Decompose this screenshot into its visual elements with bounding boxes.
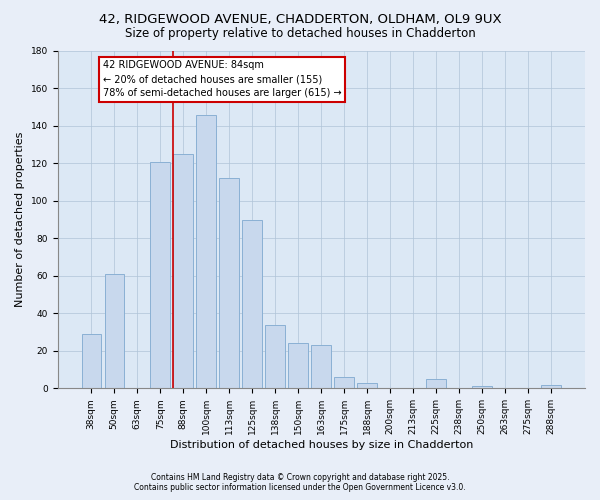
Bar [472,386,492,388]
Bar [541,384,561,388]
Bar [173,154,193,388]
Bar [358,382,377,388]
Bar [427,379,446,388]
Bar [242,220,262,388]
Bar [289,344,308,388]
Bar [104,274,124,388]
Bar [265,324,285,388]
Y-axis label: Number of detached properties: Number of detached properties [15,132,25,308]
Bar [334,377,354,388]
Text: 42, RIDGEWOOD AVENUE, CHADDERTON, OLDHAM, OL9 9UX: 42, RIDGEWOOD AVENUE, CHADDERTON, OLDHAM… [98,12,502,26]
X-axis label: Distribution of detached houses by size in Chadderton: Distribution of detached houses by size … [170,440,473,450]
Text: Contains public sector information licensed under the Open Government Licence v3: Contains public sector information licen… [134,482,466,492]
Bar [220,178,239,388]
Bar [82,334,101,388]
Text: Size of property relative to detached houses in Chadderton: Size of property relative to detached ho… [125,28,475,40]
Bar [311,345,331,389]
Text: 42 RIDGEWOOD AVENUE: 84sqm
← 20% of detached houses are smaller (155)
78% of sem: 42 RIDGEWOOD AVENUE: 84sqm ← 20% of deta… [103,60,341,98]
Bar [196,114,216,388]
Text: Contains HM Land Registry data © Crown copyright and database right 2025.: Contains HM Land Registry data © Crown c… [151,472,449,482]
Bar [151,162,170,388]
